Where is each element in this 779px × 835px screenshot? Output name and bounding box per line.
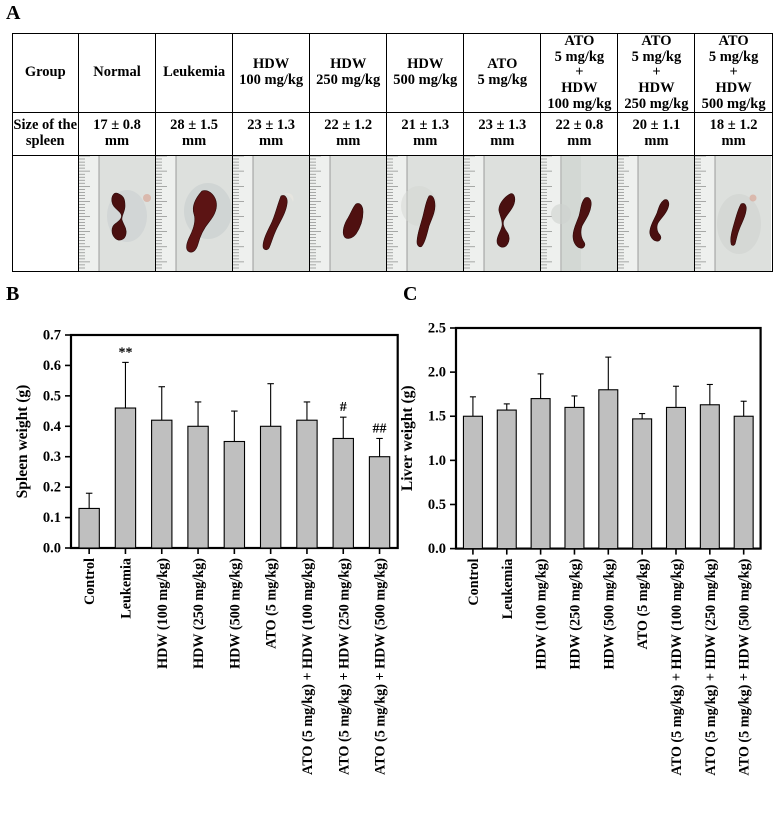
svg-text:Leukemia: Leukemia: [118, 558, 134, 619]
svg-text:HDW (500 mg/kg): HDW (500 mg/kg): [227, 558, 243, 669]
svg-text:2.5: 2.5: [427, 323, 445, 337]
svg-text:**: **: [118, 345, 132, 360]
svg-text:ATO (5 mg/kg): ATO (5 mg/kg): [635, 558, 651, 649]
svg-text:0.0: 0.0: [43, 541, 61, 557]
svg-text:1.5: 1.5: [427, 408, 445, 424]
svg-text:HDW (250 mg/kg): HDW (250 mg/kg): [191, 558, 207, 669]
svg-text:ATO (5 mg/kg) + HDW (250 mg/kg: ATO (5 mg/kg) + HDW (250 mg/kg): [702, 558, 718, 775]
svg-text:0.2: 0.2: [43, 480, 61, 496]
svg-text:Control: Control: [82, 558, 98, 605]
svg-text:2.0: 2.0: [427, 364, 445, 380]
svg-text:HDW (500 mg/kg): HDW (500 mg/kg): [601, 558, 617, 669]
svg-text:HDW (100 mg/kg): HDW (100 mg/kg): [155, 558, 171, 669]
svg-text:1.0: 1.0: [427, 453, 445, 469]
svg-text:0.7: 0.7: [43, 330, 61, 344]
svg-text:0.0: 0.0: [427, 541, 445, 557]
svg-text:0.5: 0.5: [427, 497, 445, 513]
svg-text:#: #: [340, 400, 347, 415]
svg-text:0.4: 0.4: [43, 419, 61, 435]
svg-text:ATO (5 mg/kg) + HDW (500 mg/kg: ATO (5 mg/kg) + HDW (500 mg/kg): [736, 558, 752, 775]
svg-text:0.6: 0.6: [43, 358, 61, 374]
svg-text:0.3: 0.3: [43, 449, 61, 465]
svg-text:ATO (5 mg/kg) + HDW (100 mg/kg: ATO (5 mg/kg) + HDW (100 mg/kg): [300, 558, 316, 775]
svg-text:ATO (5 mg/kg): ATO (5 mg/kg): [264, 558, 280, 649]
svg-text:Liver weight (g): Liver weight (g): [399, 385, 416, 491]
svg-text:Leukemia: Leukemia: [499, 558, 515, 619]
svg-text:0.5: 0.5: [43, 388, 61, 404]
svg-text:ATO (5 mg/kg) + HDW (250 mg/kg: ATO (5 mg/kg) + HDW (250 mg/kg): [336, 558, 352, 775]
svg-text:0.1: 0.1: [43, 510, 61, 526]
svg-text:Control: Control: [466, 558, 482, 605]
svg-text:HDW (250 mg/kg): HDW (250 mg/kg): [567, 558, 583, 669]
svg-text:HDW (100 mg/kg): HDW (100 mg/kg): [533, 558, 549, 669]
svg-text:Spleen weight (g): Spleen weight (g): [14, 385, 31, 499]
svg-text:ATO (5 mg/kg) + HDW (100 mg/kg: ATO (5 mg/kg) + HDW (100 mg/kg): [669, 558, 685, 775]
